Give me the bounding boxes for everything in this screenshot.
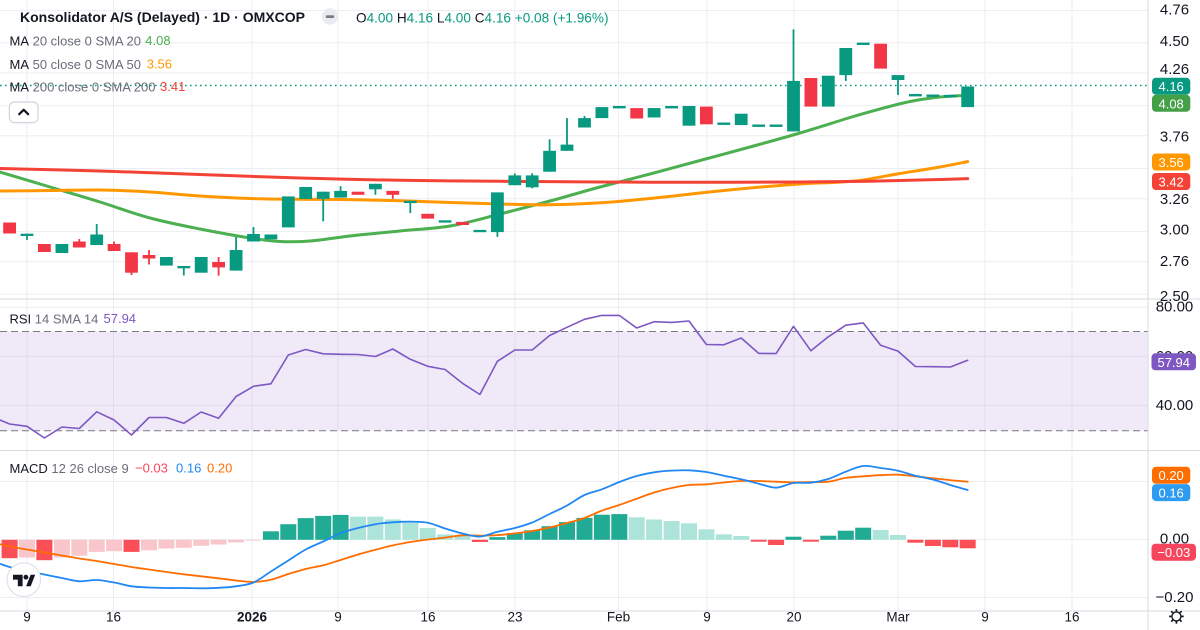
svg-text:O4.00 H4.16 L4.00 C4.16 +0.08: O4.00 H4.16 L4.00 C4.16 +0.08 (+1.96%) (356, 10, 608, 25)
svg-text:Konsolidator A/S (Delayed) · 1: Konsolidator A/S (Delayed) · 1D · OMXCOP (20, 9, 305, 25)
svg-text:4.16: 4.16 (1158, 79, 1183, 94)
svg-text:0.16: 0.16 (176, 461, 201, 476)
svg-text:4.76: 4.76 (1160, 2, 1189, 19)
svg-text:4.50: 4.50 (1160, 33, 1189, 50)
svg-text:MA 20 close 0 SMA 20: MA 20 close 0 SMA 20 (10, 33, 142, 48)
svg-text:4.08: 4.08 (1158, 96, 1183, 111)
svg-text:9: 9 (334, 610, 342, 625)
svg-text:16: 16 (1064, 610, 1079, 625)
svg-text:−0.03: −0.03 (1157, 545, 1190, 560)
svg-text:Mar: Mar (886, 610, 910, 625)
svg-text:Feb: Feb (607, 610, 630, 625)
svg-text:2026: 2026 (237, 610, 268, 625)
svg-text:MA 50 close 0 SMA 50: MA 50 close 0 SMA 50 (10, 56, 142, 71)
svg-text:−0.20: −0.20 (1156, 589, 1194, 606)
svg-text:20: 20 (786, 610, 801, 625)
svg-text:0.00: 0.00 (1160, 530, 1189, 547)
svg-text:9: 9 (981, 610, 989, 625)
svg-text:RSI 14 SMA 14: RSI 14 SMA 14 (10, 311, 99, 326)
svg-text:80.00: 80.00 (1156, 299, 1194, 316)
svg-text:3.42: 3.42 (1158, 175, 1183, 190)
svg-text:4.08: 4.08 (145, 33, 170, 48)
svg-text:MA 200 close 0 SMA 200: MA 200 close 0 SMA 200 (10, 79, 156, 94)
svg-text:2.76: 2.76 (1160, 253, 1189, 270)
svg-text:MACD 12 26 close 9: MACD 12 26 close 9 (10, 461, 129, 476)
svg-text:3.26: 3.26 (1160, 191, 1189, 208)
svg-text:3.56: 3.56 (1158, 155, 1183, 170)
svg-text:0.16: 0.16 (1158, 486, 1183, 501)
svg-text:9: 9 (23, 610, 31, 625)
svg-text:0.20: 0.20 (207, 461, 232, 476)
svg-text:3.76: 3.76 (1160, 129, 1189, 146)
svg-text:16: 16 (106, 610, 121, 625)
svg-text:57.94: 57.94 (1157, 355, 1190, 370)
svg-text:23: 23 (507, 610, 522, 625)
svg-text:57.94: 57.94 (104, 311, 137, 326)
svg-text:2.50: 2.50 (1160, 288, 1189, 305)
svg-text:9: 9 (703, 610, 711, 625)
svg-text:40.00: 40.00 (1156, 397, 1194, 414)
svg-text:−0.03: −0.03 (135, 461, 168, 476)
svg-text:3.41: 3.41 (160, 79, 185, 94)
svg-text:3.00: 3.00 (1160, 222, 1189, 239)
svg-text:16: 16 (420, 610, 435, 625)
svg-text:0.20: 0.20 (1158, 468, 1183, 483)
svg-text:4.26: 4.26 (1160, 61, 1189, 78)
svg-text:3.56: 3.56 (147, 56, 172, 71)
